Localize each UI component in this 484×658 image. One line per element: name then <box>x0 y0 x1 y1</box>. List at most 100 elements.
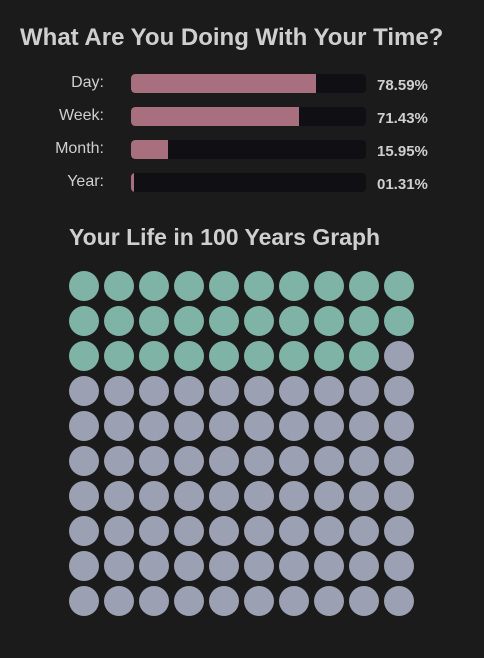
year-dot-remaining <box>279 586 309 616</box>
progress-bar-week <box>131 107 366 126</box>
year-dot-lived <box>104 306 134 336</box>
year-dot-remaining <box>174 376 204 406</box>
year-dot-remaining <box>244 516 274 546</box>
year-dot-remaining <box>209 586 239 616</box>
year-dot-lived <box>174 341 204 371</box>
year-dot-remaining <box>279 446 309 476</box>
progress-fill-day <box>131 74 316 93</box>
progress-percent-day: 78.59% <box>377 77 428 94</box>
year-dot-remaining <box>244 586 274 616</box>
year-dot-lived <box>104 341 134 371</box>
year-dot-remaining <box>104 411 134 441</box>
year-dot-remaining <box>279 376 309 406</box>
year-dot-remaining <box>174 446 204 476</box>
year-dot-remaining <box>104 516 134 546</box>
year-dot-lived <box>349 341 379 371</box>
year-dot-remaining <box>209 446 239 476</box>
year-dot-remaining <box>384 411 414 441</box>
year-dot-remaining <box>314 411 344 441</box>
year-dot-remaining <box>349 586 379 616</box>
year-dot-remaining <box>314 586 344 616</box>
progress-fill-year <box>131 173 135 192</box>
year-dot-remaining <box>314 481 344 511</box>
progress-fill-month <box>131 140 169 159</box>
year-dot-lived <box>139 306 169 336</box>
year-dot-remaining <box>139 376 169 406</box>
year-dot-remaining <box>384 516 414 546</box>
year-dot-remaining <box>139 481 169 511</box>
year-dot-lived <box>314 306 344 336</box>
year-dot-remaining <box>384 551 414 581</box>
progress-bar-year <box>131 173 366 192</box>
year-dot-lived <box>69 271 99 301</box>
year-dot-remaining <box>384 376 414 406</box>
progress-bar-month <box>131 140 366 159</box>
year-dot-lived <box>139 341 169 371</box>
year-dot-remaining <box>209 551 239 581</box>
year-dot-remaining <box>349 446 379 476</box>
year-dot-lived <box>244 271 274 301</box>
year-dot-remaining <box>104 586 134 616</box>
page-title: What Are You Doing With Your Time? <box>20 24 444 51</box>
year-dot-lived <box>209 306 239 336</box>
year-dot-lived <box>69 341 99 371</box>
progress-bar-day <box>131 74 366 93</box>
year-dot-lived <box>244 306 274 336</box>
progress-row-week: Week: 71.43% <box>0 106 484 127</box>
year-dot-remaining <box>384 586 414 616</box>
year-dot-remaining <box>279 516 309 546</box>
progress-row-day: Day: 78.59% <box>0 73 484 94</box>
year-dot-lived <box>279 341 309 371</box>
year-dot-remaining <box>69 376 99 406</box>
year-dot-remaining <box>384 481 414 511</box>
year-dot-remaining <box>139 586 169 616</box>
year-dot-remaining <box>349 376 379 406</box>
progress-label-month: Month: <box>55 140 104 157</box>
year-dot-lived <box>244 341 274 371</box>
year-dot-remaining <box>69 551 99 581</box>
year-dot-remaining <box>349 411 379 441</box>
progress-label-day: Day: <box>71 74 104 91</box>
year-dot-remaining <box>69 586 99 616</box>
year-dot-remaining <box>279 481 309 511</box>
year-dot-remaining <box>349 516 379 546</box>
year-dot-lived <box>139 271 169 301</box>
year-dot-remaining <box>314 551 344 581</box>
year-dot-remaining <box>174 411 204 441</box>
year-dot-remaining <box>69 516 99 546</box>
year-dot-remaining <box>209 376 239 406</box>
year-dot-remaining <box>139 516 169 546</box>
progress-percent-week: 71.43% <box>377 110 428 127</box>
year-dot-lived <box>69 306 99 336</box>
progress-row-month: Month: 15.95% <box>0 139 484 160</box>
progress-percent-month: 15.95% <box>377 143 428 160</box>
year-dot-lived <box>314 341 344 371</box>
year-dot-lived <box>314 271 344 301</box>
year-dot-remaining <box>209 516 239 546</box>
year-dot-lived <box>279 271 309 301</box>
year-dot-remaining <box>244 481 274 511</box>
year-dot-remaining <box>104 551 134 581</box>
year-dot-remaining <box>384 341 414 371</box>
year-dot-remaining <box>69 411 99 441</box>
year-dot-remaining <box>349 551 379 581</box>
year-dot-lived <box>174 271 204 301</box>
year-dot-remaining <box>69 481 99 511</box>
year-dot-remaining <box>314 446 344 476</box>
year-dot-remaining <box>244 376 274 406</box>
year-dot-remaining <box>314 516 344 546</box>
year-dot-remaining <box>314 376 344 406</box>
year-dot-remaining <box>209 411 239 441</box>
year-dot-remaining <box>174 586 204 616</box>
year-dot-lived <box>209 271 239 301</box>
year-dot-remaining <box>174 516 204 546</box>
year-dot-remaining <box>244 446 274 476</box>
year-dot-remaining <box>174 551 204 581</box>
year-dot-remaining <box>139 551 169 581</box>
year-dot-remaining <box>69 446 99 476</box>
year-dot-remaining <box>279 411 309 441</box>
year-dot-remaining <box>279 551 309 581</box>
year-dot-lived <box>104 271 134 301</box>
year-dot-remaining <box>244 551 274 581</box>
progress-label-year: Year: <box>67 173 104 190</box>
